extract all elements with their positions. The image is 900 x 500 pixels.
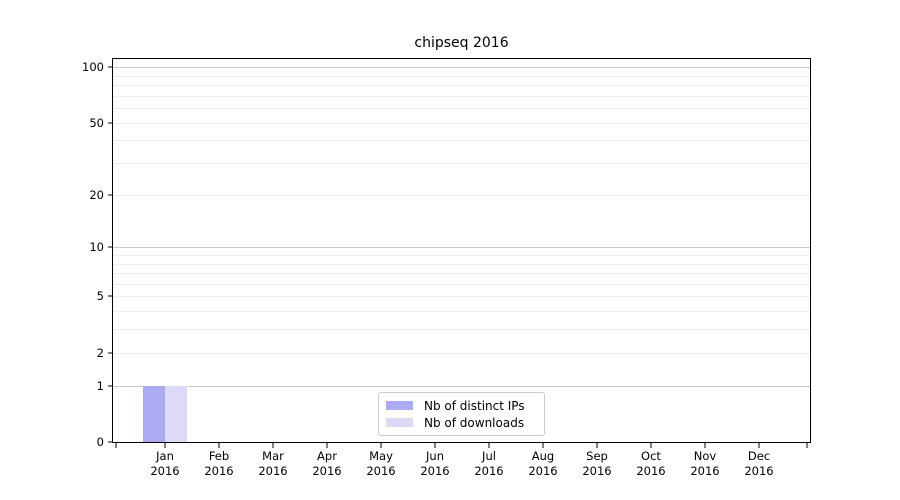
x-tick-label: Mar 2016: [258, 449, 288, 478]
x-tick-mark: [758, 443, 760, 448]
x-tick-mark: [272, 443, 274, 448]
minor-gridline: [113, 122, 810, 124]
x-tick-label: Feb 2016: [204, 449, 234, 478]
x-tick-label: Jul 2016: [474, 449, 504, 478]
major-gridline: [113, 385, 810, 387]
bar-nb-of-downloads: [165, 385, 187, 442]
y-tick-mark: [108, 295, 113, 297]
x-tick-mark: [326, 443, 328, 448]
x-edge-tick-mark: [806, 443, 808, 448]
legend-swatch-downloads: [386, 418, 413, 427]
minor-gridline: [113, 329, 810, 331]
minor-gridline: [113, 263, 810, 265]
minor-gridline: [113, 95, 810, 97]
y-tick-label: 0: [96, 435, 104, 449]
x-tick-label: Dec 2016: [744, 449, 774, 478]
minor-gridline: [113, 163, 810, 165]
plot-area: [113, 59, 810, 442]
y-tick-mark: [108, 122, 113, 124]
x-tick-label: Apr 2016: [312, 449, 342, 478]
y-tick-label: 50: [89, 115, 104, 130]
legend-swatch-distinct-ips: [386, 401, 413, 410]
y-tick-mark: [108, 441, 113, 443]
x-tick-mark: [650, 443, 652, 448]
y-tick-mark: [108, 66, 113, 68]
legend: Nb of distinct IPs Nb of downloads: [378, 392, 545, 436]
minor-gridline: [113, 140, 810, 142]
x-tick-label: Nov 2016: [690, 449, 720, 478]
y-tick-mark: [108, 246, 113, 248]
minor-gridline: [113, 296, 810, 298]
minor-gridline: [113, 75, 810, 77]
major-gridline: [113, 67, 810, 69]
x-tick-label: Jun 2016: [420, 449, 450, 478]
x-tick-mark: [704, 443, 706, 448]
x-tick-mark: [542, 443, 544, 448]
y-tick-label: 2: [96, 345, 104, 360]
y-tick-label: 10: [89, 240, 104, 255]
x-tick-label: Oct 2016: [636, 449, 666, 478]
y-tick-mark: [108, 352, 113, 354]
minor-gridline: [113, 85, 810, 87]
minor-gridline: [113, 283, 810, 285]
x-tick-label: Jan 2016: [150, 449, 180, 478]
x-tick-mark: [380, 443, 382, 448]
y-tick-mark: [108, 194, 113, 196]
minor-gridline: [113, 273, 810, 275]
minor-gridline: [113, 352, 810, 354]
y-tick-label: 20: [89, 187, 104, 202]
x-tick-label: Sep 2016: [582, 449, 612, 478]
legend-label-distinct-ips: Nb of distinct IPs: [424, 398, 525, 413]
major-gridline: [113, 247, 810, 249]
x-tick-mark: [434, 443, 436, 448]
minor-gridline: [113, 255, 810, 256]
y-tick-label: 5: [96, 289, 104, 304]
x-tick-mark: [488, 443, 490, 448]
y-tick-label: 100: [82, 60, 104, 75]
legend-label-downloads: Nb of downloads: [424, 415, 525, 430]
y-tick-mark: [108, 385, 113, 387]
x-tick-mark: [218, 443, 220, 448]
y-tick-label: 1: [96, 378, 104, 393]
x-tick-mark: [596, 443, 598, 448]
x-tick-label: May 2016: [366, 449, 396, 478]
bar-nb-of-distinct-ips: [143, 385, 165, 442]
legend-entry-distinct-ips: Nb of distinct IPs: [386, 398, 537, 413]
minor-gridline: [113, 311, 810, 313]
minor-gridline: [113, 108, 810, 110]
chart-title: chipseq 2016: [414, 35, 509, 51]
x-tick-label: Aug 2016: [528, 449, 558, 478]
legend-entry-downloads: Nb of downloads: [386, 415, 537, 430]
x-tick-mark: [164, 443, 166, 448]
minor-gridline: [113, 194, 810, 196]
x-edge-tick-mark: [115, 443, 117, 448]
